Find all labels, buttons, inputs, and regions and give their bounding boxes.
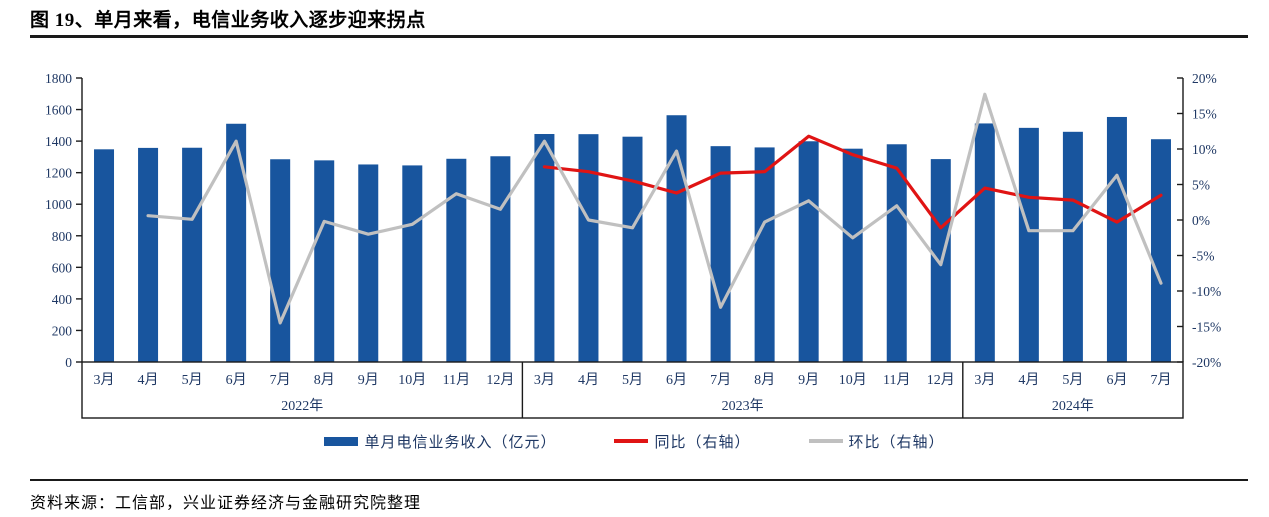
revenue-bar bbox=[490, 156, 511, 362]
month-tick-label: 5月 bbox=[622, 372, 643, 388]
right-axis-tick-label: 15% bbox=[1192, 107, 1217, 122]
revenue-bar bbox=[1150, 139, 1171, 362]
revenue-bar bbox=[1062, 131, 1083, 362]
right-axis-tick-label: 10% bbox=[1192, 142, 1217, 157]
month-tick-label: 10月 bbox=[398, 372, 426, 388]
left-axis-tick-label: 1200 bbox=[45, 166, 72, 181]
month-tick-label: 9月 bbox=[358, 372, 379, 388]
bar-swatch-icon bbox=[324, 436, 359, 446]
month-tick-label: 5月 bbox=[1062, 372, 1083, 388]
month-tick-label: 6月 bbox=[226, 372, 247, 388]
left-axis-tick-label: 1600 bbox=[45, 103, 72, 118]
right-axis-tick-label: -15% bbox=[1192, 320, 1221, 335]
right-axis-tick-label: -5% bbox=[1192, 249, 1215, 264]
source-note: 资料来源：工信部，兴业证券经济与金融研究院整理 bbox=[30, 495, 422, 512]
revenue-bar bbox=[754, 147, 775, 362]
month-tick-label: 8月 bbox=[314, 372, 335, 388]
right-axis-tick-label: -10% bbox=[1192, 284, 1221, 299]
figure-footer: 资料来源：工信部，兴业证券经济与金融研究院整理 bbox=[30, 479, 1248, 513]
legend-item-revenue: 单月电信业务收入（亿元） bbox=[324, 431, 556, 452]
month-tick-label: 7月 bbox=[1150, 372, 1171, 388]
year-group-label: 2022年 bbox=[281, 398, 323, 414]
month-tick-label: 11月 bbox=[883, 372, 910, 388]
mom-line-swatch-icon bbox=[808, 439, 843, 443]
month-tick-label: 3月 bbox=[534, 372, 555, 388]
yoy-line-swatch-icon bbox=[614, 439, 649, 443]
revenue-bar bbox=[402, 165, 423, 362]
legend-label-mom: 环比（右轴） bbox=[848, 434, 945, 451]
revenue-bar bbox=[1018, 127, 1039, 362]
left-axis-tick-label: 1000 bbox=[45, 197, 72, 212]
left-axis-tick-label: 200 bbox=[52, 323, 73, 338]
legend-item-mom: 环比（右轴） bbox=[808, 431, 945, 452]
month-tick-label: 4月 bbox=[1018, 372, 1039, 388]
legend-label-yoy: 同比（右轴） bbox=[654, 434, 751, 451]
left-axis-tick-label: 800 bbox=[52, 229, 73, 244]
year-group-label: 2024年 bbox=[1052, 398, 1094, 414]
revenue-bar bbox=[578, 134, 599, 362]
revenue-bar bbox=[534, 134, 555, 362]
revenue-bar bbox=[842, 148, 863, 362]
month-tick-label: 4月 bbox=[138, 372, 159, 388]
month-tick-label: 12月 bbox=[927, 372, 955, 388]
left-axis-tick-label: 0 bbox=[65, 355, 72, 370]
month-tick-label: 4月 bbox=[578, 372, 599, 388]
month-tick-label: 5月 bbox=[182, 372, 203, 388]
month-tick-label: 7月 bbox=[710, 372, 731, 388]
revenue-bar bbox=[1106, 116, 1127, 363]
combo-chart-canvas: 0 200 400 600 800 1000 1200 1400 1600 1800 -20% -15… bbox=[45, 71, 1221, 419]
legend-item-yoy: 同比（右轴） bbox=[614, 431, 750, 452]
category-box bbox=[81, 361, 1184, 419]
month-tick-label: 3月 bbox=[94, 372, 115, 388]
month-tick-label: 9月 bbox=[798, 372, 819, 388]
month-tick-label: 7月 bbox=[270, 372, 291, 388]
revenue-bar bbox=[226, 123, 247, 362]
mom-line bbox=[146, 92, 1163, 325]
left-axis-tick-label: 600 bbox=[52, 260, 73, 275]
left-axis-tick-label: 1800 bbox=[45, 71, 72, 86]
revenue-bar bbox=[798, 141, 819, 362]
figure-title: 图 19、单月来看，电信业务收入逐步迎来拐点 bbox=[30, 10, 426, 31]
yoy-line bbox=[542, 134, 1163, 230]
revenue-bar bbox=[622, 136, 643, 362]
left-axis-tick-label: 400 bbox=[52, 292, 73, 307]
year-group-label: 2023年 bbox=[722, 398, 764, 414]
right-axis-tick-label: 5% bbox=[1192, 178, 1210, 193]
figure-header: 图 19、单月来看，电信业务收入逐步迎来拐点 bbox=[30, 0, 1248, 38]
right-axis-tick-label: 0% bbox=[1192, 213, 1210, 228]
revenue-bar bbox=[94, 149, 115, 362]
revenue-bar bbox=[886, 144, 907, 362]
revenue-bar bbox=[138, 147, 159, 362]
right-axis-tick-label: -20% bbox=[1192, 355, 1221, 370]
revenue-bar bbox=[182, 147, 203, 362]
legend-label-revenue: 单月电信业务收入（亿元） bbox=[364, 434, 557, 451]
revenue-bar bbox=[446, 158, 467, 362]
month-tick-label: 11月 bbox=[443, 372, 470, 388]
left-axis-tick-label: 1400 bbox=[45, 134, 72, 149]
month-tick-label: 8月 bbox=[754, 372, 775, 388]
right-axis-tick-label: 20% bbox=[1192, 71, 1217, 86]
month-tick-label: 6月 bbox=[1106, 372, 1127, 388]
month-tick-label: 3月 bbox=[974, 372, 995, 388]
revenue-bar bbox=[314, 160, 335, 362]
month-tick-label: 10月 bbox=[839, 372, 867, 388]
month-tick-label: 6月 bbox=[666, 372, 687, 388]
revenue-bar bbox=[270, 159, 291, 362]
revenue-bar bbox=[358, 164, 379, 362]
chart-legend: 单月电信业务收入（亿元） 同比（右轴） 环比（右轴） bbox=[0, 424, 1269, 458]
revenue-bar bbox=[974, 123, 995, 362]
month-tick-label: 12月 bbox=[486, 372, 514, 388]
revenue-bar bbox=[666, 115, 687, 362]
telecom-revenue-chart: 0 200 400 600 800 1000 1200 1400 1600 1800 -20% -15… bbox=[0, 38, 1269, 422]
revenue-bar bbox=[710, 146, 731, 362]
